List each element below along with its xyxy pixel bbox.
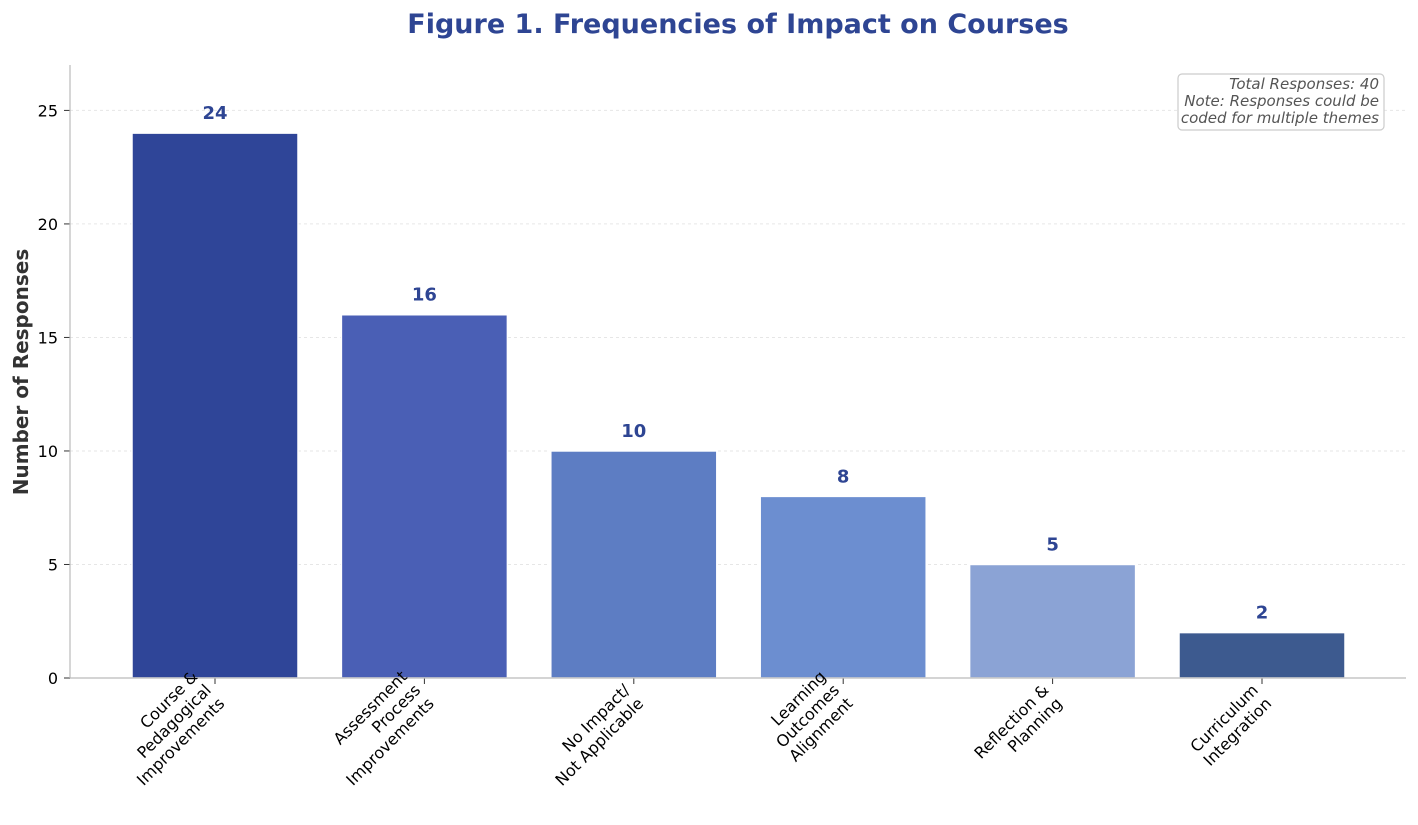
data-label: 10 bbox=[621, 421, 646, 442]
y-tick-label: 0 bbox=[48, 669, 58, 688]
annotation-line: Total Responses: 40 bbox=[1229, 75, 1379, 93]
data-label: 24 bbox=[202, 103, 227, 124]
axes bbox=[64, 65, 1406, 684]
y-axis-label: Number of Responses bbox=[9, 249, 33, 495]
bars bbox=[131, 132, 1346, 679]
y-tick-label: 15 bbox=[38, 328, 58, 347]
bar bbox=[759, 495, 927, 679]
y-tick-label: 20 bbox=[38, 215, 58, 234]
data-label: 5 bbox=[1046, 534, 1059, 555]
x-tick-label: Reflection &Planning bbox=[970, 680, 1066, 762]
bar bbox=[550, 450, 718, 679]
bar bbox=[968, 563, 1137, 679]
annotation-line: Note: Responses could be bbox=[1184, 92, 1379, 110]
annotation-frame bbox=[1177, 73, 1385, 131]
chart-title: Figure 1. Frequencies of Impact on Cours… bbox=[407, 9, 1068, 40]
y-tick-label: 10 bbox=[38, 442, 58, 461]
bar bbox=[340, 313, 509, 679]
data-label: 16 bbox=[412, 285, 437, 306]
y-tick-labels: 0 5 10 15 20 25 bbox=[38, 101, 58, 688]
bar bbox=[131, 132, 299, 679]
y-tick-label: 25 bbox=[38, 101, 58, 120]
bar bbox=[1178, 631, 1346, 679]
data-label: 8 bbox=[837, 466, 850, 487]
data-label: 2 bbox=[1256, 603, 1269, 624]
data-labels: 24 16 10 8 5 2 bbox=[202, 103, 1268, 623]
y-tick-label: 5 bbox=[48, 555, 58, 574]
annotation-line: coded for multiple themes bbox=[1181, 109, 1379, 127]
x-tick-label: No Impact/Not Applicable bbox=[551, 680, 647, 790]
